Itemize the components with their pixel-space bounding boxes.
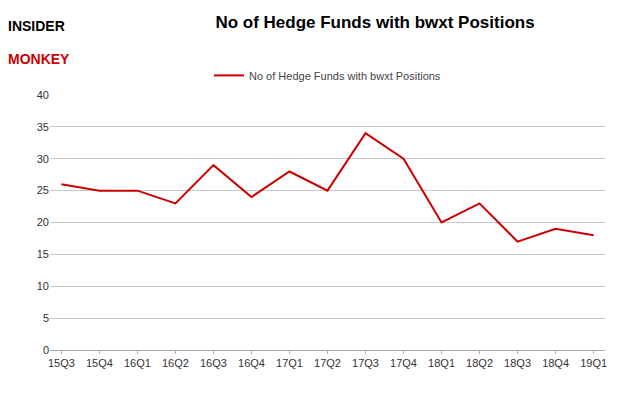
svg-text:17Q3: 17Q3 [352, 357, 379, 369]
svg-text:18Q1: 18Q1 [428, 357, 455, 369]
svg-text:25: 25 [37, 184, 49, 196]
svg-text:18Q3: 18Q3 [504, 357, 531, 369]
svg-text:5: 5 [43, 312, 49, 324]
svg-text:17Q2: 17Q2 [314, 357, 341, 369]
svg-text:No of Hedge Funds with bwxt Po: No of Hedge Funds with bwxt Positions [215, 13, 534, 32]
svg-text:16Q3: 16Q3 [200, 357, 227, 369]
svg-text:35: 35 [37, 121, 49, 133]
svg-text:INSIDER: INSIDER [8, 18, 65, 34]
svg-text:10: 10 [37, 280, 49, 292]
svg-text:16Q4: 16Q4 [238, 357, 265, 369]
svg-text:No of Hedge Funds with bwxt Po: No of Hedge Funds with bwxt Positions [249, 70, 441, 82]
svg-text:17Q1: 17Q1 [276, 357, 303, 369]
svg-text:18Q2: 18Q2 [466, 357, 493, 369]
svg-text:40: 40 [37, 89, 49, 101]
svg-text:19Q1: 19Q1 [580, 357, 607, 369]
svg-text:18Q4: 18Q4 [542, 357, 569, 369]
svg-text:30: 30 [37, 153, 49, 165]
svg-text:20: 20 [37, 216, 49, 228]
svg-text:16Q2: 16Q2 [162, 357, 189, 369]
svg-text:0: 0 [43, 344, 49, 356]
svg-text:16Q1: 16Q1 [124, 357, 151, 369]
svg-text:MONKEY: MONKEY [8, 51, 70, 67]
svg-text:17Q4: 17Q4 [390, 357, 417, 369]
svg-text:15Q3: 15Q3 [48, 357, 75, 369]
svg-text:15Q4: 15Q4 [86, 357, 113, 369]
svg-text:15: 15 [37, 248, 49, 260]
